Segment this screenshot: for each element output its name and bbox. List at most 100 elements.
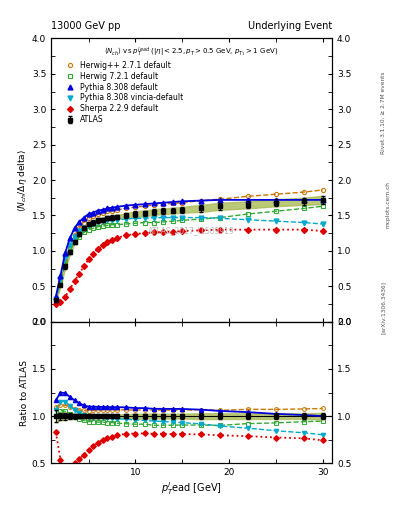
Pythia 8.308 vincia-default <box>171 215 175 221</box>
Herwig++ 2.7.1 default <box>68 242 72 248</box>
Herwig++ 2.7.1 default <box>105 208 110 215</box>
Herwig++ 2.7.1 default <box>58 278 63 284</box>
Text: $\langle N_{ch}\rangle$ vs $p_T^{lead}$ ($|\eta| < 2.5, p_T > 0.5$ GeV, $p_{T_1}: $\langle N_{ch}\rangle$ vs $p_T^{lead}$ … <box>105 46 279 59</box>
Herwig++ 2.7.1 default <box>53 295 58 302</box>
Herwig++ 2.7.1 default <box>124 205 129 211</box>
Herwig++ 2.7.1 default <box>142 203 147 209</box>
Herwig 7.2.1 default <box>245 211 250 217</box>
Line: Pythia 8.308 default: Pythia 8.308 default <box>53 198 325 300</box>
Sherpa 2.2.9 default <box>72 278 77 284</box>
Herwig 7.2.1 default <box>58 280 63 286</box>
Pythia 8.308 default <box>95 207 100 214</box>
Y-axis label: $\langle N_{ch}/\Delta\eta$ delta$\rangle$: $\langle N_{ch}/\Delta\eta$ delta$\rangl… <box>16 148 29 211</box>
Herwig++ 2.7.1 default <box>91 213 95 219</box>
Pythia 8.308 vincia-default <box>58 276 63 282</box>
Pythia 8.308 vincia-default <box>161 215 166 221</box>
Pythia 8.308 default <box>245 197 250 203</box>
Text: mcplots.cern.ch: mcplots.cern.ch <box>386 181 391 228</box>
Pythia 8.308 default <box>91 209 95 216</box>
Herwig 7.2.1 default <box>77 233 82 240</box>
Herwig++ 2.7.1 default <box>114 207 119 213</box>
Sherpa 2.2.9 default <box>152 229 156 236</box>
Herwig 7.2.1 default <box>72 239 77 245</box>
Sherpa 2.2.9 default <box>91 251 95 257</box>
Pythia 8.308 default <box>105 205 110 211</box>
Herwig++ 2.7.1 default <box>133 204 138 210</box>
Pythia 8.308 vincia-default <box>77 228 82 234</box>
Sherpa 2.2.9 default <box>161 229 166 235</box>
Sherpa 2.2.9 default <box>86 257 91 263</box>
Sherpa 2.2.9 default <box>320 228 325 234</box>
X-axis label: $p_T^l$ead [GeV]: $p_T^l$ead [GeV] <box>161 480 222 497</box>
Pythia 8.308 default <box>142 201 147 207</box>
Sherpa 2.2.9 default <box>198 227 203 233</box>
Pythia 8.308 vincia-default <box>91 220 95 226</box>
Text: [arXiv:1306.3436]: [arXiv:1306.3436] <box>381 281 386 334</box>
Pythia 8.308 default <box>72 225 77 231</box>
Sherpa 2.2.9 default <box>171 229 175 235</box>
Pythia 8.308 vincia-default <box>133 215 138 221</box>
Pythia 8.308 vincia-default <box>81 224 86 230</box>
Herwig 7.2.1 default <box>95 224 100 230</box>
Pythia 8.308 vincia-default <box>114 217 119 223</box>
Pythia 8.308 default <box>302 197 307 203</box>
Pythia 8.308 default <box>100 207 105 213</box>
Pythia 8.308 default <box>180 198 185 204</box>
Sherpa 2.2.9 default <box>110 237 114 243</box>
Herwig++ 2.7.1 default <box>320 187 325 193</box>
Pythia 8.308 default <box>171 199 175 205</box>
Herwig 7.2.1 default <box>53 297 58 304</box>
Y-axis label: Ratio to ATLAS: Ratio to ATLAS <box>20 359 29 425</box>
Pythia 8.308 default <box>81 215 86 221</box>
Pythia 8.308 vincia-default <box>217 215 222 221</box>
Sherpa 2.2.9 default <box>217 226 222 232</box>
Pythia 8.308 vincia-default <box>152 215 156 221</box>
Text: Rivet 3.1.10, ≥ 2.7M events: Rivet 3.1.10, ≥ 2.7M events <box>381 71 386 154</box>
Sherpa 2.2.9 default <box>53 301 58 307</box>
Pythia 8.308 default <box>133 202 138 208</box>
Sherpa 2.2.9 default <box>180 228 185 234</box>
Pythia 8.308 default <box>110 205 114 211</box>
Text: 13000 GeV pp: 13000 GeV pp <box>51 20 121 31</box>
Sherpa 2.2.9 default <box>114 235 119 241</box>
Pythia 8.308 default <box>198 198 203 204</box>
Pythia 8.308 vincia-default <box>142 215 147 221</box>
Herwig 7.2.1 default <box>180 218 185 224</box>
Sherpa 2.2.9 default <box>245 226 250 232</box>
Pythia 8.308 default <box>114 204 119 210</box>
Herwig++ 2.7.1 default <box>245 193 250 199</box>
Pythia 8.308 default <box>86 211 91 217</box>
Herwig 7.2.1 default <box>320 203 325 209</box>
Herwig 7.2.1 default <box>86 226 91 232</box>
Pythia 8.308 default <box>77 219 82 225</box>
Sherpa 2.2.9 default <box>95 246 100 252</box>
Herwig 7.2.1 default <box>91 225 95 231</box>
Herwig 7.2.1 default <box>217 215 222 221</box>
Text: Underlying Event: Underlying Event <box>248 20 332 31</box>
Pythia 8.308 vincia-default <box>302 220 307 226</box>
Pythia 8.308 default <box>161 200 166 206</box>
Herwig++ 2.7.1 default <box>95 211 100 217</box>
Herwig 7.2.1 default <box>302 205 307 211</box>
Herwig++ 2.7.1 default <box>171 200 175 206</box>
Sherpa 2.2.9 default <box>124 232 129 239</box>
Line: Herwig 7.2.1 default: Herwig 7.2.1 default <box>54 204 325 303</box>
Herwig 7.2.1 default <box>171 218 175 224</box>
Herwig 7.2.1 default <box>152 220 156 226</box>
Herwig 7.2.1 default <box>81 229 86 236</box>
Herwig++ 2.7.1 default <box>72 232 77 239</box>
Line: Pythia 8.308 vincia-default: Pythia 8.308 vincia-default <box>53 215 325 302</box>
Herwig 7.2.1 default <box>63 261 68 267</box>
Text: ATLAS_2017_I1509919: ATLAS_2017_I1509919 <box>148 226 235 236</box>
Pythia 8.308 default <box>58 272 63 279</box>
Line: Herwig++ 2.7.1 default: Herwig++ 2.7.1 default <box>54 188 325 301</box>
Pythia 8.308 vincia-default <box>320 221 325 227</box>
Herwig 7.2.1 default <box>124 221 129 227</box>
Herwig 7.2.1 default <box>105 222 110 228</box>
Pythia 8.308 vincia-default <box>198 215 203 221</box>
Pythia 8.308 vincia-default <box>63 255 68 261</box>
Pythia 8.308 vincia-default <box>68 242 72 248</box>
Sherpa 2.2.9 default <box>68 286 72 292</box>
Pythia 8.308 vincia-default <box>245 217 250 223</box>
Herwig++ 2.7.1 default <box>152 202 156 208</box>
